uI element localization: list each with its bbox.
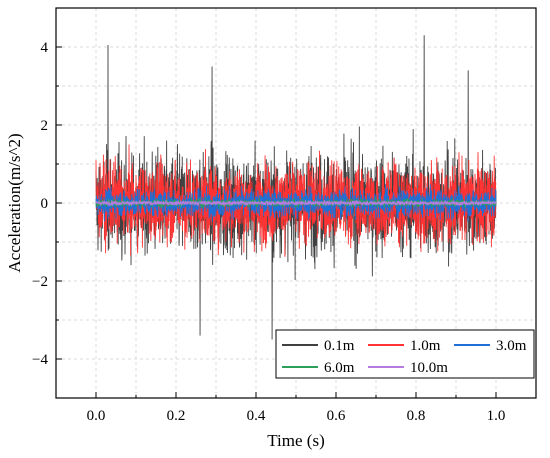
x-tick-label: 0.2: [167, 408, 186, 424]
y-axis-title: Acceleration(m/s^2): [5, 133, 24, 272]
legend-label: 3.0m: [496, 338, 527, 354]
y-tick-label: 0: [41, 196, 49, 212]
x-tick-label: 0.0: [87, 408, 106, 424]
x-tick-label: 0.4: [247, 408, 266, 424]
legend: 0.1m 1.0m 3.0m 6.0m 10.0m: [275, 329, 535, 379]
y-tick-label: −4: [32, 352, 48, 368]
x-tick-label: 0.6: [327, 408, 346, 424]
legend-label: 6.0m: [324, 360, 355, 376]
legend-label: 1.0m: [410, 338, 441, 354]
legend-label: 10.0m: [410, 360, 448, 376]
x-tick-label: 0.8: [407, 408, 426, 424]
series-line-10-0m: [95, 199, 497, 207]
y-tick-label: 4: [41, 40, 49, 56]
series-lines: [95, 35, 497, 340]
x-tick-label: 1.0: [487, 408, 506, 424]
axis-ticks: 0.0 0.2 0.4 0.6 0.8 1.0 −4 −2 0 2 4: [32, 7, 506, 424]
legend-box: [275, 329, 535, 379]
legend-label: 0.1m: [324, 338, 355, 354]
x-axis-title: Time (s): [267, 431, 324, 450]
y-tick-label: −2: [32, 274, 48, 290]
y-tick-label: 2: [41, 118, 49, 134]
